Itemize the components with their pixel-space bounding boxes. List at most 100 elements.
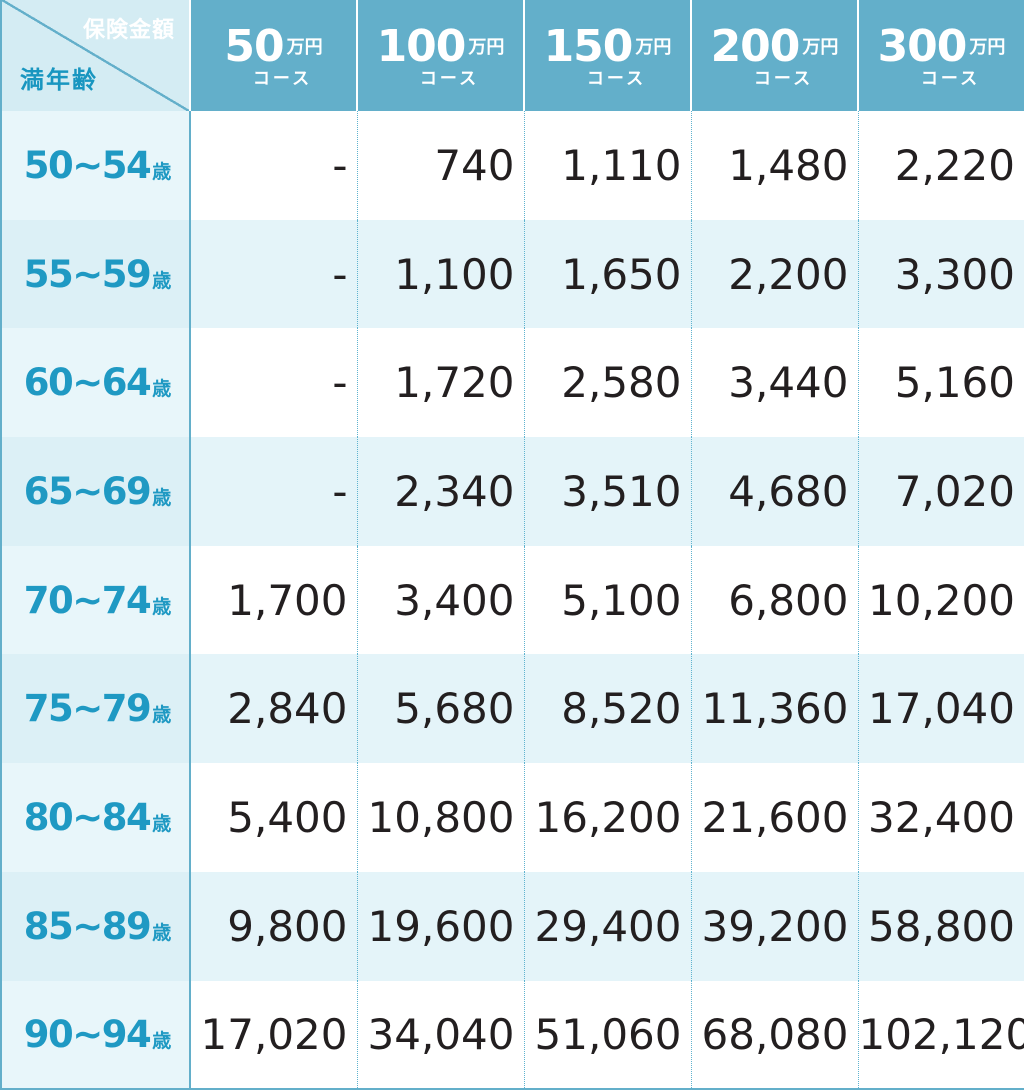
age-range: 65~69 <box>23 469 152 513</box>
premium-cell: 1,650 <box>523 219 691 329</box>
premium-cell: 9,800 <box>190 871 357 981</box>
premium-cell: 102,120 <box>857 980 1024 1090</box>
age-unit: 歳 <box>152 595 172 618</box>
course-amount: 50 <box>224 21 284 72</box>
premium-cell: 3,440 <box>690 328 858 438</box>
age-label: 満年齢 <box>20 66 98 94</box>
age-unit: 歳 <box>152 160 172 183</box>
course-label: コース <box>419 69 480 89</box>
age-range-cell: 60~64 歳 <box>1 328 191 438</box>
course-label: コース <box>753 69 814 89</box>
course-amount: 150 <box>543 21 634 72</box>
premium-cell: 3,300 <box>857 219 1024 329</box>
course-unit: 万円 <box>468 37 505 58</box>
premium-cell: 21,600 <box>690 763 858 872</box>
course-unit: 万円 <box>969 37 1006 58</box>
premium-cell: 51,060 <box>523 980 691 1090</box>
premium-cell: 10,800 <box>356 763 524 872</box>
premium-cell: 3,510 <box>523 437 691 546</box>
premium-cell: 16,200 <box>523 763 691 872</box>
table-row: 50~54 歳 -740 1,110 1,480 2,220 <box>1 111 1024 220</box>
course-unit: 万円 <box>802 37 839 58</box>
age-unit: 歳 <box>152 1029 172 1052</box>
premium-cell: 17,020 <box>190 980 357 1090</box>
table-row: 80~84 歳 5,400 10,800 16,200 21,600 32,400 <box>1 763 1024 872</box>
premium-cell: 1,720 <box>356 328 524 438</box>
table-body: 50~54 歳 -740 1,110 1,480 2,220 55~59 歳 -1,100 1,6… <box>1 111 1024 1090</box>
premium-cell: 32,400 <box>857 763 1024 872</box>
age-range: 70~74 <box>23 578 152 622</box>
age-range-cell: 75~79 歳 <box>1 654 191 764</box>
course-label: コース <box>586 69 647 89</box>
age-range-cell: 85~89 歳 <box>1 871 191 981</box>
course-label: コース <box>252 69 313 89</box>
age-unit: 歳 <box>152 704 172 727</box>
table-row: 90~94 歳 17,020 34,040 51,060 68,080 102,120 <box>1 980 1024 1090</box>
age-unit: 歳 <box>152 269 172 292</box>
course-amount: 300 <box>877 21 968 72</box>
premium-cell: 29,400 <box>523 871 691 981</box>
premium-cell: 740 <box>356 111 524 220</box>
premium-cell: 2,340 <box>356 437 524 546</box>
premium-cell: 1,100 <box>356 219 524 329</box>
table-row: 65~69 歳 -2,340 3,510 4,680 7,020 <box>1 437 1024 546</box>
age-unit: 歳 <box>152 486 172 509</box>
corner-cell: 保険金額 満年齢 <box>1 0 190 111</box>
premium-cell: - <box>190 219 357 329</box>
course-amount: 200 <box>710 21 801 72</box>
premium-cell: 11,360 <box>690 654 858 764</box>
premium-cell: 2,580 <box>523 328 691 438</box>
age-range-cell: 55~59 歳 <box>1 219 191 329</box>
premium-cell: 1,700 <box>190 545 357 655</box>
premium-cell: 5,160 <box>857 328 1024 438</box>
premium-cell: 10,200 <box>857 545 1024 655</box>
age-range: 85~89 <box>23 904 152 948</box>
premium-cell: 2,200 <box>690 219 858 329</box>
premium-cell: 1,110 <box>523 111 691 220</box>
table-row: 75~79 歳 2,840 5,680 8,520 11,360 17,040 <box>1 654 1024 764</box>
course-header-300: 300 万円 コース <box>857 0 1024 111</box>
premium-cell: 34,040 <box>356 980 524 1090</box>
course-header-200: 200 万円 コース <box>690 0 858 111</box>
premium-cell: 17,040 <box>857 654 1024 764</box>
premium-cell: 5,680 <box>356 654 524 764</box>
age-unit: 歳 <box>152 921 172 944</box>
premium-cell: 2,840 <box>190 654 357 764</box>
premium-cell: 19,600 <box>356 871 524 981</box>
premium-cell: - <box>190 328 357 438</box>
premium-cell: 5,400 <box>190 763 357 872</box>
premium-cell: 2,220 <box>857 111 1024 220</box>
insured-amount-label: 保険金額 <box>82 18 175 43</box>
course-unit: 万円 <box>635 37 672 58</box>
premium-cell: 6,800 <box>690 545 858 655</box>
premium-cell: 1,480 <box>690 111 858 220</box>
age-unit: 歳 <box>152 812 172 835</box>
table-row: 85~89 歳 9,800 19,600 29,400 39,200 58,800 <box>1 871 1024 981</box>
premium-cell: 39,200 <box>690 871 858 981</box>
age-range-cell: 70~74 歳 <box>1 545 191 655</box>
course-label: コース <box>920 69 981 89</box>
course-header-50: 50 万円 コース <box>189 0 357 111</box>
age-range: 90~94 <box>23 1012 152 1056</box>
age-range: 50~54 <box>23 143 152 187</box>
age-range-cell: 90~94 歳 <box>1 980 191 1090</box>
course-unit: 万円 <box>286 37 323 58</box>
age-range: 80~84 <box>23 795 152 839</box>
header-row: 保険金額 満年齢 50 万円 コース 100 万円 コース 150 万円 コース 20… <box>1 0 1024 111</box>
premium-cell: 4,680 <box>690 437 858 546</box>
table-row: 70~74 歳 1,700 3,400 5,100 6,800 10,200 <box>1 545 1024 655</box>
premium-cell: 68,080 <box>690 980 858 1090</box>
age-range-cell: 65~69 歳 <box>1 437 191 546</box>
course-amount: 100 <box>376 21 467 72</box>
age-range-cell: 80~84 歳 <box>1 763 191 872</box>
course-header-100: 100 万円 コース <box>356 0 524 111</box>
premium-cell: - <box>190 111 357 220</box>
age-range: 60~64 <box>23 361 152 405</box>
age-range: 75~79 <box>23 687 152 731</box>
age-unit: 歳 <box>152 378 172 401</box>
course-header-150: 150 万円 コース <box>523 0 691 111</box>
age-range: 55~59 <box>23 252 152 296</box>
premium-cell: 7,020 <box>857 437 1024 546</box>
premium-cell: 5,100 <box>523 545 691 655</box>
